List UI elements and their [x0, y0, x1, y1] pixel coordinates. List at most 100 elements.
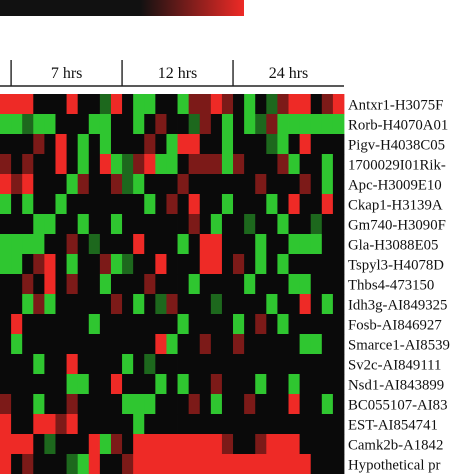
heatmap-cell: [166, 194, 178, 215]
heatmap-cell: [288, 314, 301, 335]
heatmap-cell: [188, 434, 201, 455]
heatmap-cell: [299, 214, 312, 235]
heatmap-cell: [33, 214, 45, 235]
heatmap-cell: [77, 434, 90, 455]
heatmap-cell: [77, 134, 90, 155]
heatmap-cell: [233, 174, 245, 195]
gene-label: Idh3g-AI849325: [348, 298, 447, 314]
heatmap-cell: [144, 234, 156, 255]
heatmap-cell: [321, 454, 334, 474]
heatmap-cell: [155, 154, 167, 175]
heatmap-cell: [55, 294, 67, 315]
heatmap-cell: [122, 334, 134, 355]
heatmap-cell: [110, 274, 123, 295]
heatmap-cell: [310, 234, 323, 255]
heatmap-cell: [0, 214, 12, 235]
heatmap-cell: [288, 134, 301, 155]
heatmap-cell: [332, 174, 345, 195]
heatmap-cell: [122, 234, 134, 255]
heatmap-cell: [299, 334, 312, 355]
heatmap-cell: [221, 314, 234, 335]
heatmap-cell: [277, 134, 289, 155]
heatmap-cell: [166, 414, 178, 435]
gene-label: BC055107-AI83: [348, 398, 447, 414]
heatmap-cell: [321, 414, 334, 435]
heatmap-cell: [288, 414, 301, 435]
heatmap-cell: [55, 394, 67, 415]
heatmap-cell: [77, 334, 90, 355]
heatmap-cell: [332, 354, 345, 375]
heatmap-cell: [188, 114, 201, 135]
heatmap-cell: [133, 394, 145, 415]
heatmap-cell: [144, 174, 156, 195]
heatmap-cell: [99, 454, 112, 474]
heatmap-cell: [266, 254, 278, 275]
heatmap-cell: [266, 454, 278, 474]
heatmap-cell: [188, 314, 201, 335]
heatmap-cell: [277, 174, 289, 195]
heatmap-cell: [22, 154, 34, 175]
heatmap-cell: [332, 434, 345, 455]
heatmap-cell: [33, 314, 45, 335]
heatmap-cell: [55, 174, 67, 195]
heatmap-cell: [122, 214, 134, 235]
heatmap-cell: [221, 274, 234, 295]
heatmap-cell: [22, 414, 34, 435]
heatmap-cell: [255, 234, 267, 255]
heatmap-cell: [199, 174, 212, 195]
heatmap-cell: [66, 214, 79, 235]
gene-label: Gla-H3088E05: [348, 238, 438, 254]
heatmap-cell: [255, 454, 267, 474]
heatmap-cell: [55, 454, 67, 474]
heatmap-cell: [277, 414, 289, 435]
heatmap-cell: [77, 454, 90, 474]
heatmap-cell: [22, 374, 34, 395]
heatmap-cell: [122, 294, 134, 315]
heatmap-cell: [277, 194, 289, 215]
heatmap-cell: [244, 294, 256, 315]
heatmap-cell: [155, 294, 167, 315]
heatmap-cell: [110, 174, 123, 195]
heatmap-cell: [33, 114, 45, 135]
heatmap-cell: [166, 374, 178, 395]
heatmap-cell: [210, 154, 223, 175]
gene-label: Fosb-AI846927: [348, 318, 442, 334]
heatmap-cell: [210, 294, 223, 315]
gene-label: Apc-H3009E10: [348, 178, 442, 194]
heatmap-cell: [33, 134, 45, 155]
gene-label: Pigv-H4038C05: [348, 138, 445, 154]
heatmap-cell: [110, 434, 123, 455]
heatmap-cell: [188, 354, 201, 375]
heatmap-cell: [233, 234, 245, 255]
heatmap-cell: [110, 134, 123, 155]
heatmap-cell: [177, 214, 190, 235]
heatmap-cell: [133, 354, 145, 375]
heatmap-cell: [233, 274, 245, 295]
heatmap-cell: [144, 214, 156, 235]
heatmap-cell: [55, 154, 67, 175]
heatmap-cell: [188, 394, 201, 415]
heatmap-cell: [11, 174, 23, 195]
heatmap-cell: [210, 254, 223, 275]
heatmap-cell: [144, 154, 156, 175]
heatmap-cell: [188, 154, 201, 175]
heatmap-cell: [233, 314, 245, 335]
heatmap-cell: [99, 134, 112, 155]
heatmap-cell: [332, 414, 345, 435]
heatmap-cell: [22, 114, 34, 135]
heatmap-cell: [255, 334, 267, 355]
heatmap-cell: [33, 194, 45, 215]
heatmap-cell: [177, 154, 190, 175]
heatmap-cell: [33, 294, 45, 315]
heatmap-cell: [332, 234, 345, 255]
heatmap-cell: [133, 214, 145, 235]
heatmap-cell: [99, 414, 112, 435]
heatmap-cell: [288, 334, 301, 355]
heatmap-cell: [188, 254, 201, 275]
heatmap-cell: [133, 114, 145, 135]
heatmap-cell: [233, 374, 245, 395]
heatmap-cell: [288, 114, 301, 135]
heatmap-cell: [277, 154, 289, 175]
heatmap-cell: [22, 214, 34, 235]
heatmap-cell: [122, 414, 134, 435]
